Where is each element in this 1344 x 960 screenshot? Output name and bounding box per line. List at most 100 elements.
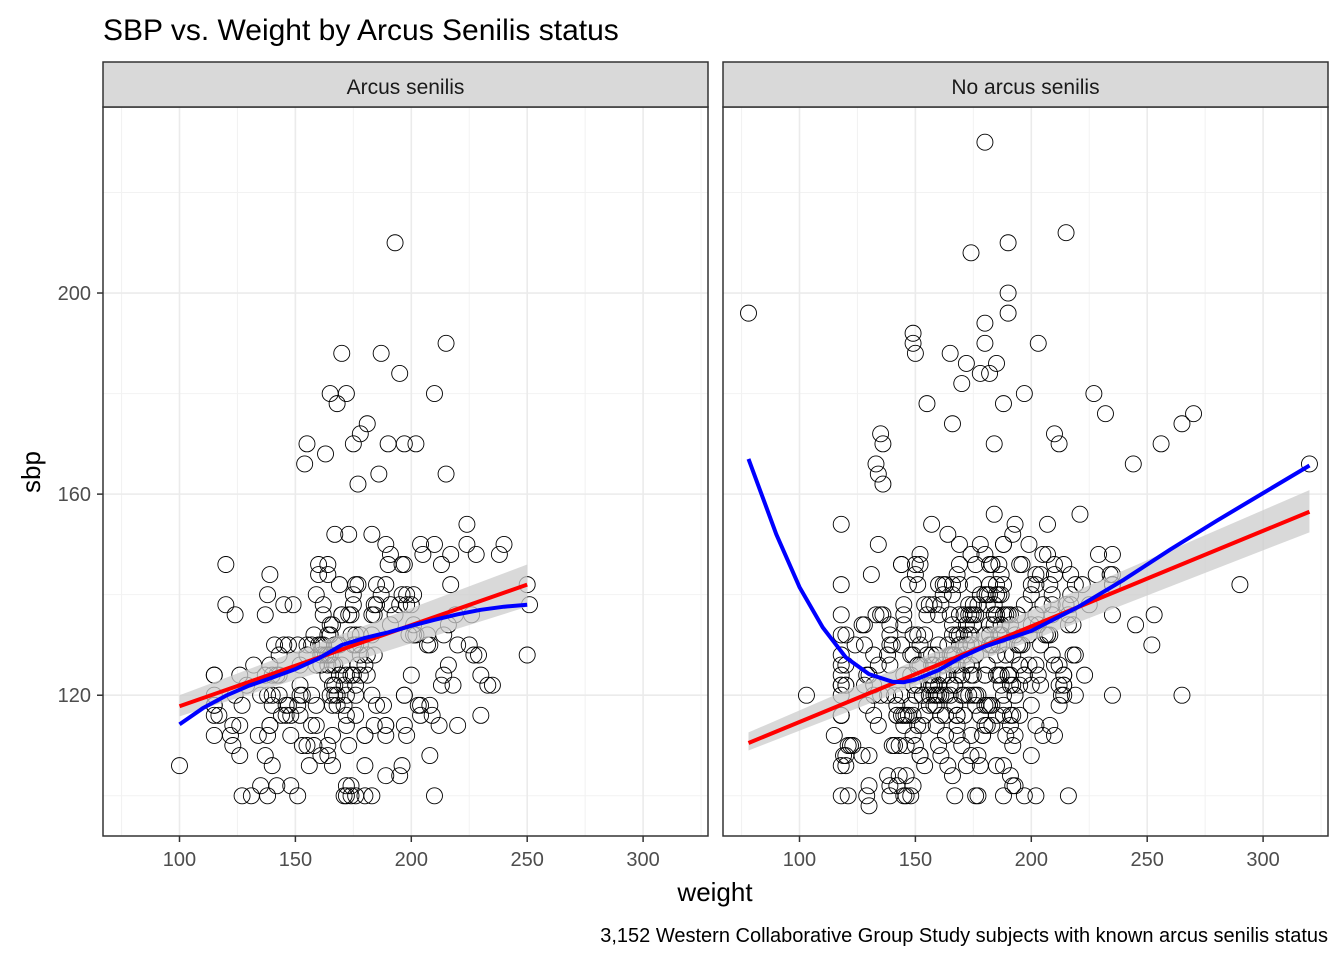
data-point [846,636,864,654]
data-point [988,706,1005,724]
data-point [869,716,887,734]
data-point [976,716,994,734]
data-point [853,616,871,634]
data-point [344,435,362,453]
data-point [941,676,959,694]
data-point [277,696,295,714]
grid-lines [723,107,1328,836]
data-point [518,646,536,664]
data-point [832,626,850,644]
data-point [293,737,311,754]
data-point [414,546,432,563]
data-point [971,535,989,553]
data-point [988,606,1005,624]
data-point [1020,656,1038,674]
data-point [995,787,1012,805]
data-point [335,696,353,714]
data-point [1001,767,1019,785]
data-point [960,596,978,614]
data-point [1029,334,1047,352]
data-point [1055,686,1073,704]
data-point [832,576,850,594]
data-point [869,656,887,674]
data-point [458,515,476,533]
facet-strip [722,61,1329,108]
data-point [342,777,360,795]
data-point [1022,696,1040,714]
data-point [916,626,934,644]
data-point [377,576,395,594]
data-point [266,636,283,654]
data-point [944,586,961,604]
data-point [832,606,850,624]
data-point [226,606,244,624]
x-tick-label: 150 [899,849,932,871]
data-point [923,515,941,533]
data-point [349,576,367,594]
x-tick-label: 100 [783,849,816,871]
data-point [472,706,490,724]
data-point [927,686,945,704]
data-point [1050,435,1068,453]
data-point [333,606,351,624]
data-point [1066,646,1084,664]
data-point [937,706,954,724]
data-point [1027,716,1045,734]
data-point [976,666,994,684]
data-point [837,626,855,644]
data-point [988,757,1005,775]
data-point [957,757,975,775]
data-point [995,757,1012,775]
chart-title: SBP vs. Weight by Arcus Senilis status [103,14,619,47]
data-point [298,737,316,754]
data-point [423,706,441,724]
data-point [897,737,915,754]
data-point [1027,787,1045,805]
linear-fit-line [747,509,1311,745]
data-point [442,546,460,563]
data-point [358,666,376,684]
data-point [342,787,360,805]
data-point [920,696,938,714]
data-point [948,706,966,724]
x-tick-label: 200 [1015,849,1048,871]
data-point [909,626,927,644]
data-point [284,596,302,614]
data-point [249,726,267,744]
data-point [217,596,235,614]
data-point [904,334,922,352]
data-point [985,505,1003,523]
data-point [458,535,476,553]
data-point [261,716,279,734]
data-point [277,706,295,724]
data-point [344,586,362,604]
data-point [330,666,348,684]
data-point [340,737,358,754]
data-point [368,596,385,614]
data-point [999,284,1017,302]
data-point [1046,726,1063,744]
data-point [953,375,971,392]
data-point [1143,636,1161,654]
data-point [893,706,910,724]
data-point [1006,686,1024,704]
data-point [995,686,1012,704]
data-point [890,767,908,785]
data-point [1185,405,1203,423]
data-point [1029,666,1047,684]
data-point [386,234,404,252]
data-point [1043,646,1061,664]
data-point [324,696,341,714]
data-point [444,676,462,694]
data-point [978,596,996,614]
data-point [860,777,878,795]
data-point [319,566,337,584]
data-point [393,586,411,604]
data-point [326,676,344,694]
data-point [1004,777,1022,795]
data-point [330,576,348,594]
data-point [483,676,501,694]
panel-background [723,107,1328,836]
data-point [1066,686,1084,704]
